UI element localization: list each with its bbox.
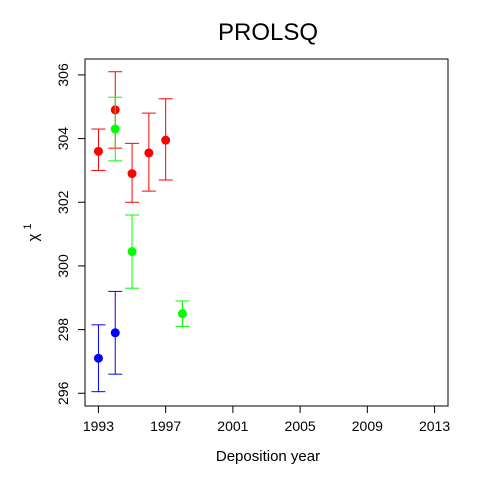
y-tick-label: 304	[55, 127, 71, 151]
y-axis-label-superscript: 1	[22, 224, 34, 230]
data-point	[127, 169, 137, 179]
chart-title: PROLSQ	[218, 19, 318, 46]
x-tick-label: 2013	[419, 418, 450, 434]
data-point	[93, 146, 103, 156]
data-point	[144, 148, 154, 158]
x-tick-label: 1997	[150, 418, 181, 434]
data-point	[110, 328, 120, 338]
y-axis-label-main: χ	[25, 234, 42, 242]
y-tick-label: 298	[55, 318, 71, 342]
data-marks	[91, 71, 190, 393]
data-point	[177, 309, 187, 319]
data-point	[161, 135, 171, 145]
y-axis: 296 298 300 302 304 306	[55, 63, 85, 405]
x-tick-label: 2001	[217, 418, 248, 434]
x-tick-label: 2009	[352, 418, 383, 434]
y-tick-label: 302	[55, 190, 71, 214]
x-axis: 1993 1997 2001 2005 2009 2013	[83, 406, 450, 434]
data-point	[127, 247, 137, 257]
data-series	[108, 96, 190, 327]
plot-frame	[84, 58, 449, 407]
x-tick-label: 2005	[285, 418, 316, 434]
data-point	[93, 353, 103, 363]
x-axis-label: Deposition year	[216, 448, 320, 465]
y-tick-label: 306	[55, 63, 71, 87]
data-point	[110, 124, 120, 134]
y-tick-label: 296	[55, 381, 71, 405]
data-series	[91, 290, 123, 393]
y-axis-label: χ1	[22, 224, 42, 242]
y-tick-label: 300	[55, 254, 71, 278]
data-series	[91, 71, 173, 203]
x-tick-label: 1993	[83, 418, 114, 434]
